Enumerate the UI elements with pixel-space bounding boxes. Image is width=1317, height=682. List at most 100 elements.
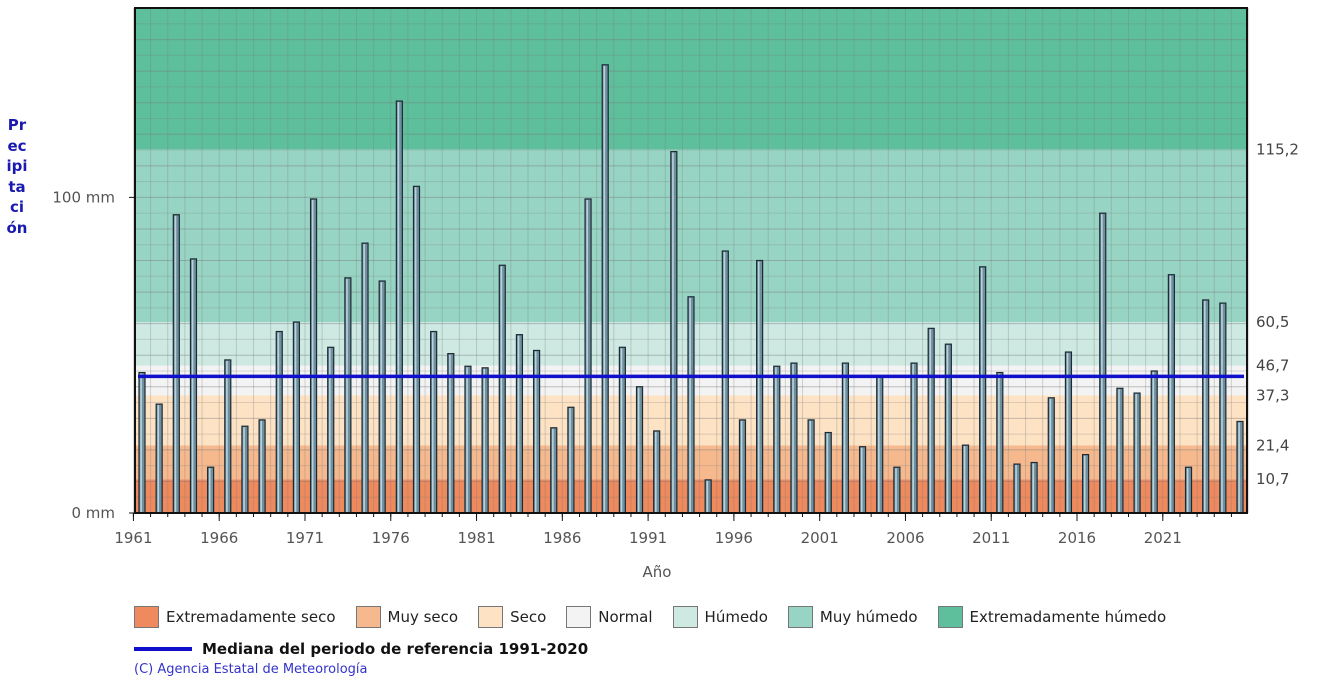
bar-1989 xyxy=(618,346,626,514)
bar-1995 xyxy=(721,250,729,514)
bar-highlight-1980 xyxy=(466,367,468,513)
bar-2004 xyxy=(876,375,884,514)
bar-1987 xyxy=(584,198,592,514)
threshold-label: 10,7 xyxy=(1256,470,1289,488)
legend-swatch xyxy=(134,606,159,628)
bar-2018 xyxy=(1116,387,1124,514)
bar-highlight-1986 xyxy=(569,408,571,513)
bar-2001 xyxy=(824,431,832,514)
x-tick-label: 1986 xyxy=(543,529,581,547)
bar-1977 xyxy=(412,185,421,514)
bar-highlight-2022 xyxy=(1186,468,1189,513)
bars xyxy=(138,64,1244,514)
bar-highlight-1993 xyxy=(689,297,691,513)
bar-highlight-2009 xyxy=(963,446,966,513)
bar-1967 xyxy=(241,425,249,514)
bar-1962 xyxy=(155,403,163,514)
bar-highlight-1994 xyxy=(706,480,709,513)
bar-2021 xyxy=(1167,274,1175,514)
bar-1976 xyxy=(395,100,403,514)
bar-1972 xyxy=(327,346,335,514)
legend-label: Seco xyxy=(510,608,547,626)
bar-1988 xyxy=(601,64,609,514)
y-axis-label: Precipitación xyxy=(6,116,28,237)
bar-2000 xyxy=(807,419,815,514)
plot-frame xyxy=(134,7,1248,514)
bar-1992 xyxy=(670,151,678,514)
bar-highlight-1978 xyxy=(431,332,434,513)
bar-2008 xyxy=(944,343,952,514)
bar-highlight-2023 xyxy=(1203,300,1206,513)
x-tick-label: 2016 xyxy=(1058,529,1096,547)
x-tick-label: 1966 xyxy=(200,529,238,547)
bar-highlight-1981 xyxy=(483,368,486,513)
bar-highlight-1973 xyxy=(346,278,348,513)
bar-2003 xyxy=(858,446,867,514)
legend-swatch xyxy=(478,606,504,628)
bar-highlight-2011 xyxy=(998,373,1000,513)
bar-highlight-2016 xyxy=(1083,455,1086,513)
bar-1968 xyxy=(258,419,266,514)
legend-swatch xyxy=(937,606,963,628)
bar-highlight-2018 xyxy=(1118,389,1120,513)
bar-2013 xyxy=(1030,461,1038,514)
bar-highlight-1968 xyxy=(260,420,262,513)
bar-highlight-1976 xyxy=(397,102,400,513)
bar-highlight-1970 xyxy=(294,323,297,513)
bar-highlight-1985 xyxy=(552,428,554,513)
x-tick-label: 1996 xyxy=(715,529,753,547)
bar-2005 xyxy=(893,466,901,514)
bar-highlight-2008 xyxy=(946,345,949,513)
bar-2023 xyxy=(1202,299,1210,514)
x-tick-label: 1961 xyxy=(114,529,152,547)
bar-highlight-1982 xyxy=(500,266,503,513)
bar-highlight-1967 xyxy=(243,427,245,513)
bar-2014 xyxy=(1047,397,1055,514)
x-tick-label: 1976 xyxy=(372,529,410,547)
bar-highlight-2005 xyxy=(895,468,897,513)
bar-1978 xyxy=(430,330,438,514)
y-tick-label: 100 mm xyxy=(52,188,115,206)
bar-2007 xyxy=(927,327,935,514)
legend-item: Húmedo xyxy=(672,606,768,628)
bar-1981 xyxy=(481,367,489,514)
median-legend-line xyxy=(134,647,192,651)
bar-1999 xyxy=(790,362,798,514)
threshold-label: 115,2 xyxy=(1256,140,1299,158)
bar-highlight-1995 xyxy=(723,252,726,513)
legend-label: Normal xyxy=(598,608,653,626)
legend-item: Normal xyxy=(566,606,653,628)
x-tick-label: 2021 xyxy=(1144,529,1182,547)
bar-highlight-1997 xyxy=(757,261,760,513)
bar-highlight-2021 xyxy=(1169,275,1172,513)
legend-item: Extremadamente seco xyxy=(134,606,336,628)
bar-highlight-2015 xyxy=(1066,353,1069,513)
legend-label: Extremadamente seco xyxy=(166,608,336,626)
median-legend-label: Mediana del periodo de referencia 1991-2… xyxy=(202,640,589,658)
bar-highlight-1990 xyxy=(637,387,640,513)
bar-2006 xyxy=(910,362,918,514)
bar-1998 xyxy=(773,365,781,514)
bar-highlight-2024 xyxy=(1221,304,1223,513)
bar-highlight-1984 xyxy=(534,351,537,513)
bar-highlight-2014 xyxy=(1049,398,1052,513)
x-tick-label: 1991 xyxy=(629,529,667,547)
bar-1983 xyxy=(515,334,524,514)
precipitation-chart: 10,7 21,4 37,3 46,7 60,5 115,2 0 mm 100 mm 196… xyxy=(52,7,1299,581)
bar-highlight-2012 xyxy=(1015,465,1017,513)
bar-highlight-2006 xyxy=(912,364,914,513)
legend-swatch xyxy=(787,606,813,628)
bar-1970 xyxy=(292,321,301,514)
credit-text: (C) Agencia Estatal de Meteorología xyxy=(134,662,368,677)
band-6 xyxy=(135,149,1247,323)
bar-2022 xyxy=(1184,466,1193,514)
bar-highlight-1966 xyxy=(226,360,228,513)
bar-1969 xyxy=(275,330,283,514)
bar-highlight-1989 xyxy=(620,348,623,513)
threshold-label: 21,4 xyxy=(1256,436,1289,454)
bar-2019 xyxy=(1133,392,1141,514)
bar-highlight-2002 xyxy=(843,364,846,513)
bar-1986 xyxy=(567,406,575,514)
legend: Extremadamente seco Muy seco Seco Normal Húm… xyxy=(134,606,1186,628)
bar-highlight-1964 xyxy=(191,259,194,513)
